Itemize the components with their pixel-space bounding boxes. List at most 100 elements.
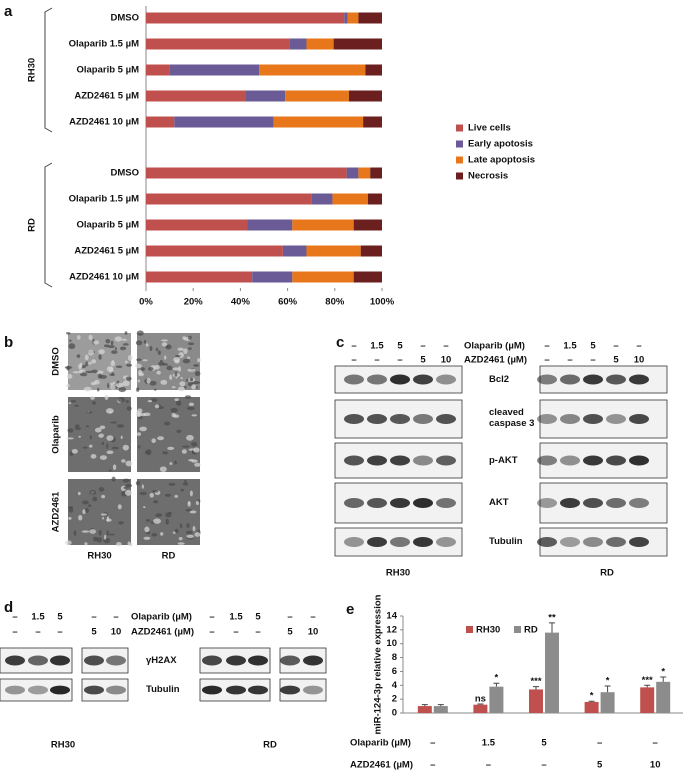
cell bbox=[164, 493, 172, 497]
band bbox=[50, 655, 70, 666]
band bbox=[344, 498, 364, 508]
band bbox=[436, 414, 456, 424]
error-bar bbox=[477, 703, 484, 705]
cell bbox=[189, 377, 194, 382]
band bbox=[390, 374, 410, 385]
treatment-dose: – bbox=[590, 355, 595, 366]
band bbox=[629, 498, 649, 508]
bar bbox=[473, 704, 488, 713]
blot bbox=[0, 678, 73, 702]
cell bbox=[84, 354, 89, 361]
cell bbox=[66, 373, 73, 379]
band bbox=[106, 655, 126, 666]
cell bbox=[109, 410, 112, 414]
cell bbox=[112, 464, 117, 471]
cell bbox=[66, 332, 71, 335]
treatment-dose: 1.5 bbox=[31, 612, 45, 623]
cell bbox=[187, 342, 195, 346]
cell bbox=[135, 363, 142, 369]
row-label: AZD2461 bbox=[51, 491, 62, 532]
band bbox=[5, 685, 25, 695]
bar-segment bbox=[146, 219, 248, 231]
bar-segment bbox=[311, 193, 333, 205]
bar-segment bbox=[174, 116, 274, 128]
cell bbox=[121, 459, 126, 463]
cell bbox=[86, 411, 93, 414]
cell bbox=[85, 361, 89, 367]
legend-swatch bbox=[456, 124, 463, 132]
band bbox=[583, 498, 603, 508]
cell bbox=[90, 396, 95, 400]
treatment-dose: – bbox=[91, 612, 96, 623]
bar-segment bbox=[346, 167, 359, 179]
cell bbox=[110, 382, 114, 386]
bar bbox=[584, 701, 599, 713]
band bbox=[413, 414, 433, 424]
cell bbox=[81, 364, 86, 369]
cell bbox=[120, 435, 123, 440]
cell bbox=[121, 338, 127, 341]
cell bbox=[77, 491, 81, 496]
band bbox=[629, 455, 649, 466]
cell bbox=[105, 408, 114, 414]
cell bbox=[106, 443, 109, 450]
legend-swatch bbox=[514, 626, 521, 633]
cell bbox=[88, 349, 95, 356]
cell bbox=[116, 382, 124, 388]
cell bbox=[89, 435, 92, 440]
x-row-name: AZD2461 (µM) bbox=[350, 760, 413, 771]
cell bbox=[147, 400, 153, 403]
cell bbox=[67, 428, 74, 433]
bar bbox=[417, 706, 432, 713]
cell bbox=[138, 372, 145, 377]
cell bbox=[153, 500, 159, 504]
bar bbox=[656, 681, 671, 713]
cell bbox=[125, 376, 132, 381]
cell bbox=[187, 501, 191, 507]
label-box: AKT bbox=[489, 497, 509, 508]
bar-segment bbox=[245, 90, 286, 102]
cell bbox=[127, 541, 131, 546]
cell bbox=[143, 339, 147, 344]
x-row-value: – bbox=[653, 738, 658, 749]
x-tick-label: 60% bbox=[278, 297, 298, 308]
cell bbox=[111, 350, 118, 354]
cell bbox=[180, 488, 184, 492]
cell bbox=[103, 344, 110, 348]
cell bbox=[188, 402, 195, 407]
band bbox=[606, 455, 626, 466]
group-bracket bbox=[44, 7, 53, 133]
band bbox=[629, 374, 649, 385]
cell bbox=[99, 455, 107, 460]
treatment-dose: – bbox=[636, 341, 641, 352]
cell bbox=[71, 448, 78, 454]
cell bbox=[145, 343, 149, 347]
band bbox=[413, 498, 433, 508]
cell bbox=[123, 486, 128, 489]
treatment-dose: – bbox=[12, 612, 17, 623]
column-label: RH30 bbox=[87, 551, 111, 562]
category-label: DMSO bbox=[111, 168, 140, 179]
treatment-name: Olaparib (µM) bbox=[131, 612, 192, 623]
cell bbox=[114, 336, 123, 342]
band bbox=[606, 498, 626, 508]
error-bar bbox=[437, 704, 444, 707]
cell bbox=[97, 387, 100, 392]
cell bbox=[179, 523, 183, 529]
cell bbox=[160, 379, 168, 385]
cell bbox=[154, 404, 160, 409]
cell bbox=[71, 400, 77, 403]
cell bbox=[74, 427, 82, 431]
cell bbox=[176, 400, 182, 406]
x-tick-label: 40% bbox=[231, 297, 251, 308]
label-box: Tubulin bbox=[146, 684, 180, 695]
bar-segment bbox=[259, 64, 366, 76]
cell bbox=[191, 441, 198, 447]
bar-segment bbox=[285, 90, 349, 102]
cell bbox=[162, 363, 169, 366]
y-tick-label: 10 bbox=[386, 638, 397, 649]
cell bbox=[85, 507, 89, 513]
column-label: RD bbox=[162, 551, 176, 562]
cell bbox=[82, 509, 86, 515]
cell bbox=[185, 530, 193, 535]
